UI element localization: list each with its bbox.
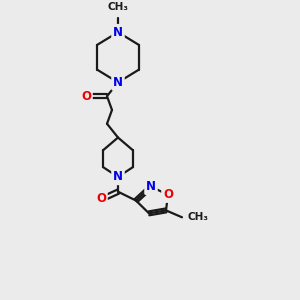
- Text: O: O: [96, 192, 106, 205]
- Text: O: O: [81, 90, 91, 103]
- Text: CH₃: CH₃: [107, 2, 128, 11]
- Text: N: N: [146, 180, 156, 193]
- Text: CH₃: CH₃: [188, 212, 209, 222]
- Text: N: N: [113, 76, 123, 89]
- Text: N: N: [113, 170, 123, 183]
- Text: N: N: [113, 26, 123, 39]
- Text: O: O: [163, 188, 173, 201]
